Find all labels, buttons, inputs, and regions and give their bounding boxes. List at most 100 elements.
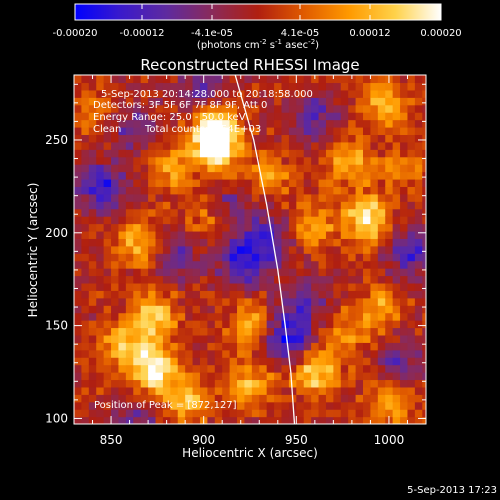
heatmap-cell [214, 409, 223, 418]
heatmap-cell [140, 409, 149, 418]
heatmap-cell [148, 149, 157, 158]
heatmap-cell [348, 282, 357, 291]
heatmap-cell [266, 386, 275, 395]
heatmap-cell [155, 253, 164, 262]
heatmap-cell [222, 119, 231, 128]
heatmap-cell [177, 104, 186, 113]
heatmap-cell [244, 357, 253, 366]
heatmap-cell [88, 253, 97, 262]
heatmap-cell [259, 216, 268, 225]
plot-frame [73, 74, 427, 425]
heatmap-cell [251, 349, 260, 358]
heatmap-cell [111, 104, 120, 113]
heatmap-cell [318, 297, 327, 306]
heatmap-cell [96, 104, 105, 113]
heatmap-cell [199, 305, 208, 314]
heatmap-cell [199, 156, 208, 165]
heatmap-cell [214, 238, 223, 247]
heatmap-cell [170, 342, 179, 351]
y-tick-label: 200 [45, 226, 68, 240]
heatmap-cell [177, 134, 186, 143]
heatmap-cell [274, 275, 283, 284]
heatmap-cell [340, 297, 349, 306]
heatmap-cell [318, 141, 327, 150]
heatmap-cell [318, 394, 327, 403]
heatmap-cell [355, 268, 364, 277]
heatmap-cell [237, 134, 246, 143]
heatmap-cell [325, 119, 334, 128]
heatmap-cell [392, 208, 401, 217]
heatmap-cell [177, 216, 186, 225]
heatmap-cell [148, 394, 157, 403]
heatmap-cell [96, 364, 105, 373]
heatmap-cell [251, 156, 260, 165]
heatmap-cell [177, 75, 186, 84]
heatmap-cell [311, 193, 320, 202]
heatmap-cell [170, 312, 179, 321]
heatmap-cell [185, 268, 194, 277]
heatmap-cell [229, 245, 238, 254]
heatmap-cell [88, 320, 97, 329]
heatmap-cell [118, 245, 127, 254]
heatmap-cell [333, 409, 342, 418]
heatmap-cell [207, 349, 216, 358]
heatmap-cell [288, 82, 297, 91]
heatmap-cell [266, 320, 275, 329]
heatmap-cell [274, 216, 283, 225]
heatmap-cell [303, 327, 312, 336]
heatmap-cell [207, 156, 216, 165]
heatmap-cell [103, 394, 112, 403]
heatmap-cell [103, 119, 112, 128]
heatmap-cell [155, 275, 164, 284]
heatmap-cell [88, 327, 97, 336]
heatmap-cell [133, 409, 142, 418]
heatmap-cell [251, 290, 260, 299]
heatmap-cell [244, 401, 253, 410]
heatmap-cell [325, 245, 334, 254]
heatmap-cell [207, 305, 216, 314]
heatmap-cell [274, 364, 283, 373]
heatmap-cell [296, 245, 305, 254]
heatmap-cell [325, 290, 334, 299]
heatmap-cell [377, 134, 386, 143]
heatmap-cell [162, 178, 171, 187]
heatmap-cell [199, 230, 208, 239]
heatmap-cell [348, 141, 357, 150]
heatmap-cell [237, 112, 246, 121]
heatmap-cell [118, 156, 127, 165]
heatmap-cell [207, 149, 216, 158]
heatmap-cell [363, 164, 372, 173]
heatmap-cell [229, 327, 238, 336]
heatmap-cell [229, 409, 238, 418]
heatmap-cell [74, 334, 83, 343]
heatmap-cell [422, 357, 426, 366]
heatmap-cell [118, 238, 127, 247]
heatmap-cell [377, 119, 386, 128]
heatmap-cell [199, 275, 208, 284]
heatmap-cell [155, 178, 164, 187]
heatmap-cell [325, 260, 334, 269]
heatmap-cell [266, 305, 275, 314]
heatmap-cell [355, 297, 364, 306]
heatmap-cell [237, 379, 246, 388]
heatmap-cell [259, 201, 268, 210]
heatmap-cell [259, 253, 268, 262]
heatmap-cell [363, 245, 372, 254]
heatmap-cell [407, 282, 416, 291]
heatmap-cell [288, 416, 297, 424]
heatmap-cell [392, 372, 401, 381]
heatmap-cell [88, 149, 97, 158]
heatmap-cell [333, 238, 342, 247]
heatmap-cell [259, 208, 268, 217]
heatmap-cell [74, 386, 83, 395]
heatmap-cell [162, 164, 171, 173]
heatmap-cell [125, 386, 134, 395]
heatmap-cell [266, 342, 275, 351]
heatmap-cell [125, 230, 134, 239]
heatmap-cell [140, 97, 149, 106]
heatmap-cell [81, 171, 90, 180]
heatmap-cell [392, 416, 401, 424]
heatmap-cell [333, 112, 342, 121]
heatmap-cell [288, 104, 297, 113]
heatmap-cell [88, 349, 97, 358]
